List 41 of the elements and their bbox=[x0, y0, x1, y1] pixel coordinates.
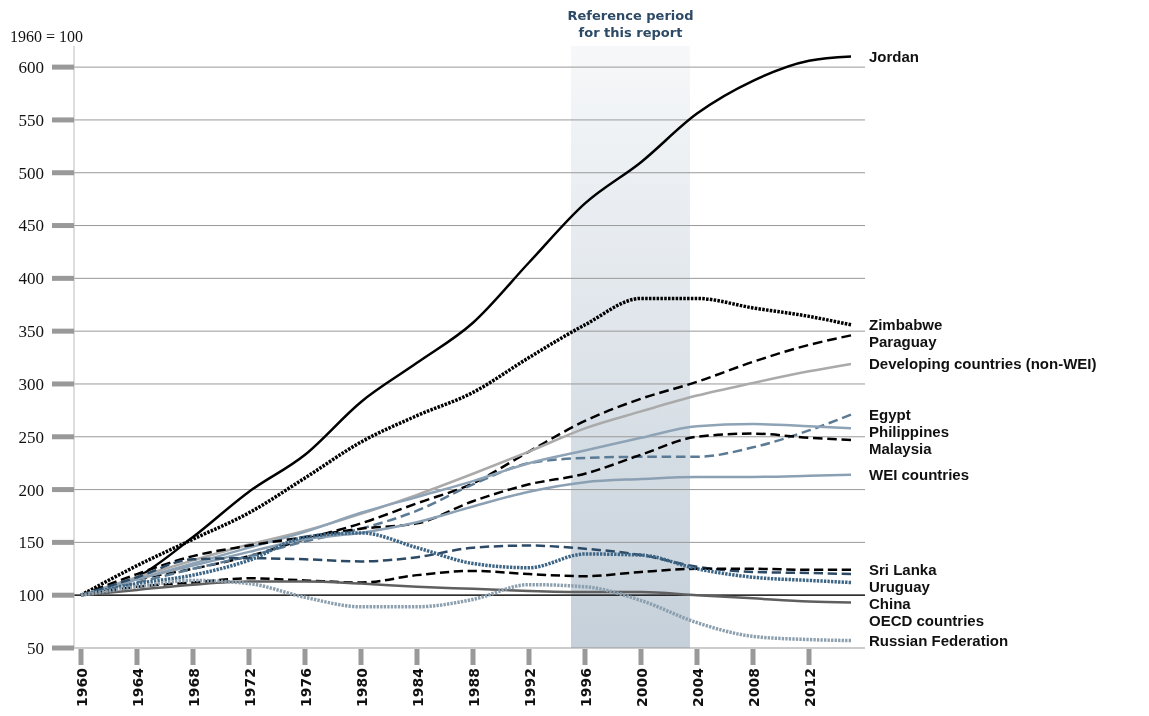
y-tick-label: 100 bbox=[18, 586, 44, 606]
x-tick-label: 2008 bbox=[746, 668, 762, 707]
y-tick-label: 450 bbox=[18, 216, 44, 236]
x-tick-label: 1992 bbox=[522, 668, 538, 707]
series-label: Paraguay bbox=[869, 333, 938, 351]
y-tick-label: 600 bbox=[18, 58, 44, 78]
x-tick-label: 1988 bbox=[466, 668, 482, 707]
band-label: Reference period for this report bbox=[567, 8, 694, 40]
series-label: Uruguay bbox=[869, 578, 931, 596]
x-tick-label: 2000 bbox=[634, 667, 650, 707]
series-label: OECD countries bbox=[869, 612, 985, 630]
x-tick-label: 1972 bbox=[242, 668, 258, 707]
x-tick-label: 2004 bbox=[690, 667, 706, 707]
y-tick-label: 500 bbox=[18, 163, 44, 183]
series-label: WEI countries bbox=[869, 466, 970, 484]
x-tick-label: 1960 bbox=[74, 667, 90, 707]
y-tick-label: 150 bbox=[18, 533, 44, 553]
y-tick-label: 350 bbox=[18, 322, 44, 342]
y-tick-label: 50 bbox=[27, 638, 44, 658]
series-label: Egypt bbox=[869, 405, 911, 423]
y-tick-label: 400 bbox=[18, 269, 44, 289]
series-label: Philippines bbox=[869, 422, 950, 440]
x-tick-label: 1980 bbox=[354, 667, 370, 707]
x-tick-label: 1976 bbox=[298, 668, 314, 707]
series-label: Sri Lanka bbox=[869, 561, 938, 579]
series-label: Zimbabwe bbox=[869, 316, 943, 334]
x-tick-label: 2012 bbox=[802, 668, 818, 707]
y-tick-label: 300 bbox=[18, 374, 44, 394]
x-tick-label: 1968 bbox=[186, 668, 202, 707]
y-axis-title: 1960 = 100 bbox=[10, 28, 84, 45]
y-tick-label: 200 bbox=[18, 480, 44, 500]
x-tick-label: 1996 bbox=[578, 668, 594, 707]
series-label: Malaysia bbox=[869, 439, 933, 457]
y-tick-label: 250 bbox=[18, 427, 44, 447]
y-tick-label: 550 bbox=[18, 110, 44, 130]
series-label: Jordan bbox=[869, 47, 920, 65]
x-tick-label: 1984 bbox=[410, 667, 426, 707]
series-label: Russian Federation bbox=[869, 631, 1009, 649]
x-tick-label: 1964 bbox=[130, 667, 146, 707]
series-label: Developing countries (non-WEI) bbox=[869, 355, 1097, 373]
series-label: China bbox=[869, 595, 912, 613]
